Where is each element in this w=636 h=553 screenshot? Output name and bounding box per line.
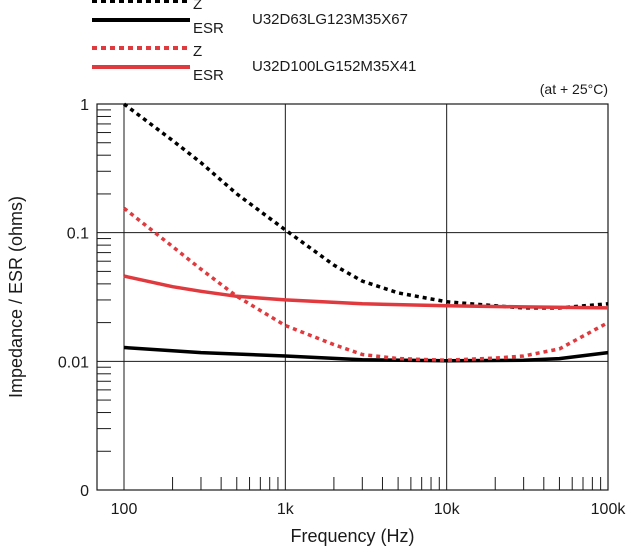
y-tick-label: 1 bbox=[80, 97, 89, 114]
legend-label: Z bbox=[193, 43, 202, 60]
y-tick-label: 0 bbox=[80, 483, 89, 500]
temperature-note: (at + 25°C) bbox=[540, 81, 608, 97]
series-line-2 bbox=[123, 345, 609, 363]
series-line-4 bbox=[123, 274, 609, 310]
y-tick-label: 0.1 bbox=[67, 226, 89, 243]
y-axis-title: Impedance / ESR (ohms) bbox=[6, 196, 26, 398]
x-tick-label: 10k bbox=[434, 501, 461, 518]
legend-label: ESR bbox=[193, 67, 224, 84]
axes bbox=[96, 103, 609, 491]
x-tick-label: 100 bbox=[111, 501, 138, 518]
legend: Z ESR U32D63LG123M35X67 Z ESR U32D100LG152M35… bbox=[92, 0, 416, 84]
tick-labels: 100 1k 10k 100k 0 0.01 0.1 1 bbox=[58, 97, 626, 518]
series-layer bbox=[122, 102, 609, 363]
x-axis-title: Frequency (Hz) bbox=[290, 526, 414, 546]
x-tick-label: 100k bbox=[591, 501, 627, 518]
y-tick-label: 0.01 bbox=[58, 354, 89, 371]
series-line-3 bbox=[122, 206, 609, 362]
legend-part-number: U32D100LG152M35X41 bbox=[252, 58, 416, 75]
x-tick-label: 1k bbox=[277, 501, 295, 518]
plot-frame bbox=[96, 103, 609, 491]
series-line-1 bbox=[122, 102, 609, 310]
grid bbox=[97, 103, 609, 490]
legend-label: Z bbox=[193, 0, 202, 13]
legend-label: ESR bbox=[193, 20, 224, 37]
legend-part-number: U32D63LG123M35X67 bbox=[252, 11, 408, 28]
